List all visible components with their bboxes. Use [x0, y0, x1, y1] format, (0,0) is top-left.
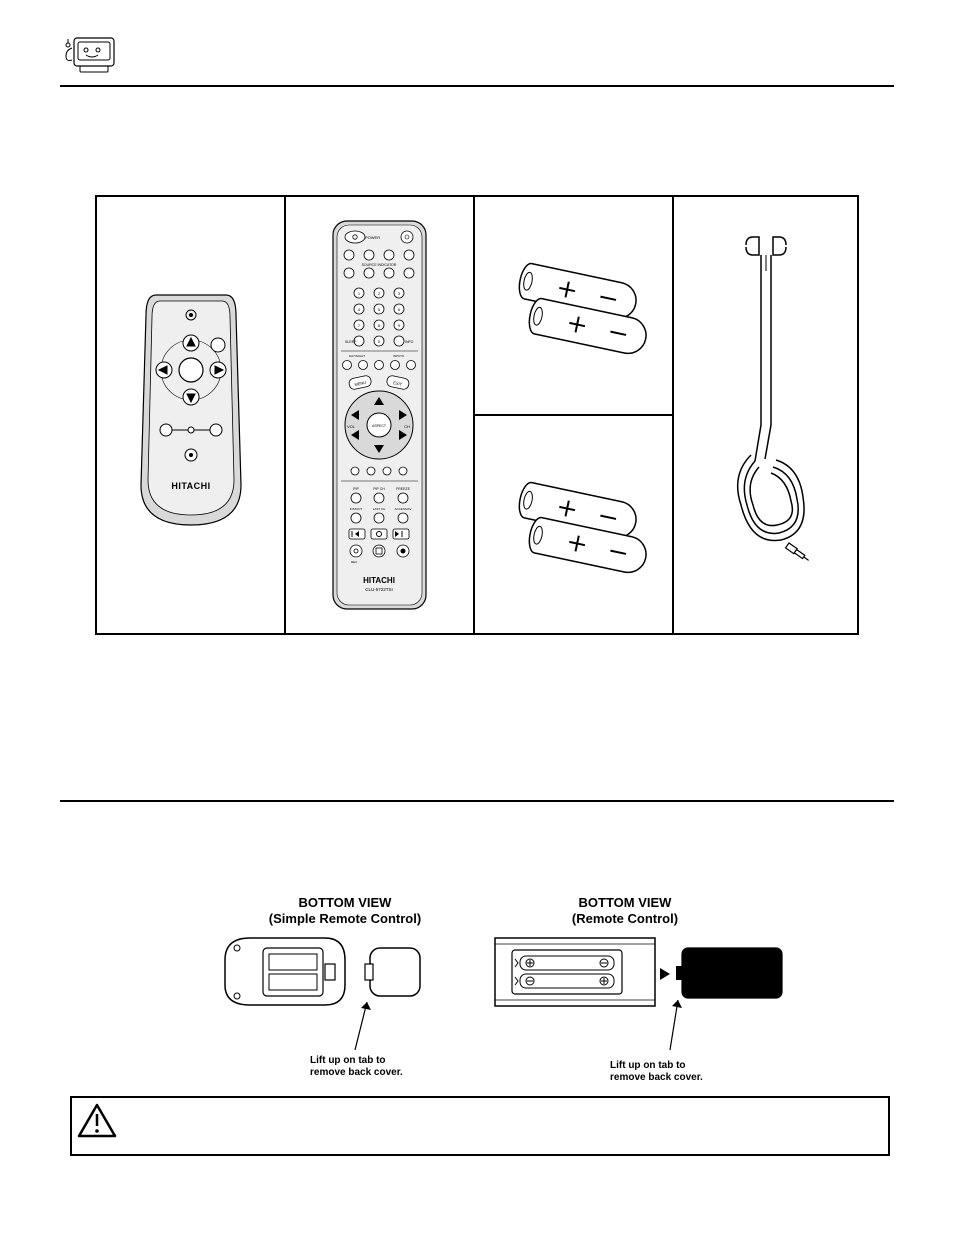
svg-text:INSTANT: INSTANT: [350, 507, 363, 511]
cell-antenna: [674, 197, 857, 633]
cell-simple-remote: HITACHI: [97, 197, 286, 633]
svg-text:FREEZE: FREEZE: [396, 487, 410, 491]
lift-tab-caption-right: Lift up on tab toremove back cover.: [610, 1060, 740, 1084]
cell-full-remote: POWER SOURCE INDICATOR: [286, 197, 475, 633]
remote-bottom-diagram: [490, 930, 790, 1065]
bottom-view-right-title: BOTTOM VIEW (Remote Control): [510, 895, 740, 926]
tv-mascot-icon: [60, 30, 120, 75]
model-text: CLU-5722TSI: [365, 587, 393, 592]
antenna-cable-icon: [711, 225, 821, 605]
brand-text: HITACHI: [171, 481, 210, 491]
svg-text:SOURCE INDICATOR: SOURCE INDICATOR: [362, 263, 397, 267]
svg-text:POWER: POWER: [365, 235, 380, 240]
svg-text:PIP CH: PIP CH: [373, 487, 385, 491]
battery-pair-icon: [499, 465, 649, 585]
full-remote-illustration: POWER SOURCE INDICATOR: [327, 215, 432, 615]
brand-text: HITACHI: [363, 576, 395, 585]
battery-pair-icon: [499, 246, 649, 366]
accessory-table: HITACHI POWER SOURCE INDICATOR: [95, 195, 859, 635]
bottom-view-left-title: BOTTOM VIEW (Simple Remote Control): [230, 895, 460, 926]
svg-text:VOL: VOL: [347, 424, 356, 429]
mid-rule: [60, 800, 894, 802]
svg-text:SLEEP: SLEEP: [345, 340, 357, 344]
svg-text:CH: CH: [404, 424, 410, 429]
simple-remote-illustration: HITACHI: [126, 285, 256, 545]
svg-text:ASPECT: ASPECT: [372, 424, 387, 428]
svg-text:DAY/NIGHT: DAY/NIGHT: [349, 354, 365, 358]
svg-text:ACCESS/AV: ACCESS/AV: [395, 507, 412, 511]
svg-text:REC: REC: [351, 560, 358, 564]
batteries-top: [499, 197, 649, 414]
svg-text:LAST CH: LAST CH: [373, 507, 386, 511]
caution-box: [70, 1096, 890, 1156]
svg-text:INFO: INFO: [405, 340, 414, 344]
svg-text:PIP: PIP: [353, 487, 359, 491]
warning-icon: [76, 1102, 118, 1140]
svg-text:INPUTS: INPUTS: [393, 354, 404, 358]
cell-batteries: [475, 197, 674, 633]
top-rule: [60, 85, 894, 87]
batteries-bottom: [499, 416, 649, 633]
lift-tab-caption-left: Lift up on tab toremove back cover.: [310, 1055, 440, 1079]
simple-remote-bottom-diagram: [215, 930, 455, 1060]
